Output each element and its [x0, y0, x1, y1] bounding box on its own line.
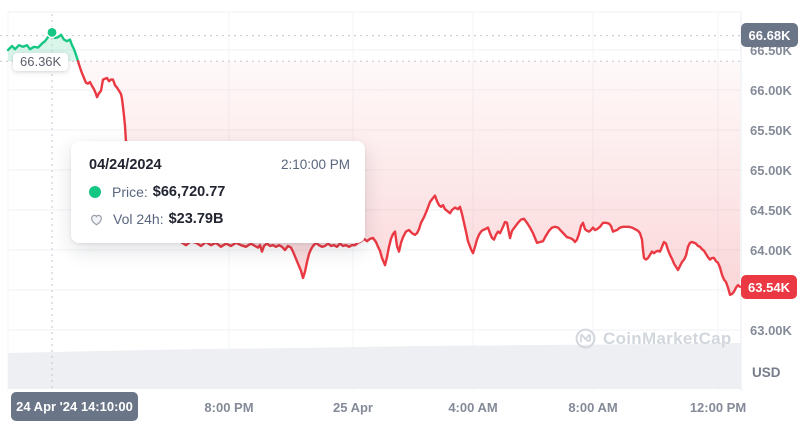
y-tick-label: 66.00K — [750, 83, 792, 98]
coinmarketcap-logo-icon — [575, 328, 596, 349]
tooltip-volume-value: $23.79B — [168, 211, 224, 227]
watermark: CoinMarketCap — [574, 327, 732, 350]
tooltip-price-value: $66,720.77 — [152, 184, 226, 200]
high-price-badge: 66.68K — [741, 23, 798, 47]
y-tick-label: 65.50K — [750, 123, 792, 138]
watermark-text: CoinMarketCap — [603, 328, 732, 348]
x-tick-label: 8:00 AM — [568, 400, 618, 415]
x-tick-label: 12:00 PM — [689, 400, 747, 415]
tooltip-volume-label: Vol 24h: — [113, 211, 164, 227]
volume-icon — [91, 214, 102, 225]
tooltip-time: 2:10:00 PM — [280, 157, 350, 172]
y-tick-label: 66.50K — [750, 43, 792, 58]
last-price-badge: 63.54K — [741, 275, 797, 299]
price-series-dot-icon — [89, 186, 101, 198]
tooltip-price-label: Price: — [112, 184, 148, 200]
y-tick-label: 65.00K — [750, 163, 792, 178]
y-tick-label: 64.00K — [750, 243, 792, 258]
y-tick-label: 63.00K — [750, 323, 792, 338]
price-tooltip: 04/24/2024 2:10:00 PM Price: $66,720.77 … — [71, 141, 365, 243]
price-line-up — [6, 31, 80, 63]
y-tick-label: 64.50K — [750, 203, 792, 218]
currency-label: USD — [752, 365, 781, 380]
crosshair-date-badge: 24 Apr '24 14:10:00 — [11, 392, 138, 421]
tooltip-date: 04/24/2024 — [89, 157, 162, 173]
x-tick-label: 25 Apr — [333, 400, 373, 415]
selected-point-marker — [46, 26, 58, 39]
x-tick-label: 8:00 PM — [204, 400, 254, 415]
x-tick-label: 4:00 AM — [448, 400, 498, 415]
open-price-label: 66.36K — [13, 53, 69, 71]
volume-area — [8, 343, 741, 389]
